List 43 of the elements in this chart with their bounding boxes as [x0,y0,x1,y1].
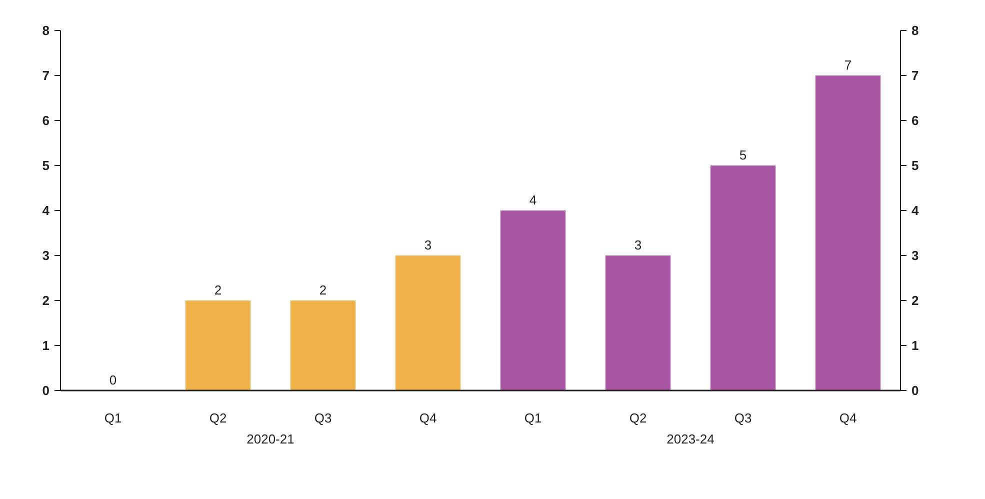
y2-tick-label: 5 [912,158,919,173]
y-tick-label: 4 [42,203,50,218]
x-tick-label: Q1 [104,410,122,426]
x-tick-label: Q2 [629,410,647,426]
bar [605,256,671,390]
data-label: 4 [529,192,537,208]
y2-tick-label: 3 [912,248,919,263]
y-tick-label: 2 [42,293,50,308]
bar [185,300,251,390]
y2-tick-label: 0 [912,383,919,398]
bar [395,256,461,390]
y-tick-label: 5 [42,158,50,173]
bar [710,166,776,390]
y-tick-label: 7 [42,68,50,83]
y-tick-label: 8 [42,23,50,38]
text: 2020-21 [246,432,294,446]
data-label: 0 [109,372,117,388]
y-tick-label: 3 [42,248,50,263]
text: 2023-24 [666,432,714,446]
data-label: 3 [424,238,432,252]
y2-tick-label: 1 [912,338,919,353]
data-label: 2 [319,282,327,298]
bar [815,76,881,390]
y-tick-label: 6 [42,113,50,128]
data-label: 5 [739,148,747,162]
x-tick-label: Q2 [209,410,227,426]
data-label: 3 [634,238,642,252]
y-tick-label: 1 [42,338,50,353]
bar [500,210,566,390]
y2-tick-label: 7 [912,68,919,83]
x-tick-label: Q3 [314,410,332,426]
data-label: 2 [214,282,222,298]
x-tick-label: Q3 [734,410,752,426]
y2-tick-label: 2 [912,293,919,308]
x-tick-label: Q4 [839,410,857,426]
y2-tick-label: 8 [912,23,919,38]
y2-tick-label: 6 [912,113,919,128]
y2-tick-label: 4 [912,203,920,218]
y-tick-label: 0 [42,383,50,398]
data-label: 7 [844,58,852,72]
x-tick-label: Q1 [524,410,542,426]
bar [290,300,356,390]
x-tick-label: Q4 [419,410,437,426]
